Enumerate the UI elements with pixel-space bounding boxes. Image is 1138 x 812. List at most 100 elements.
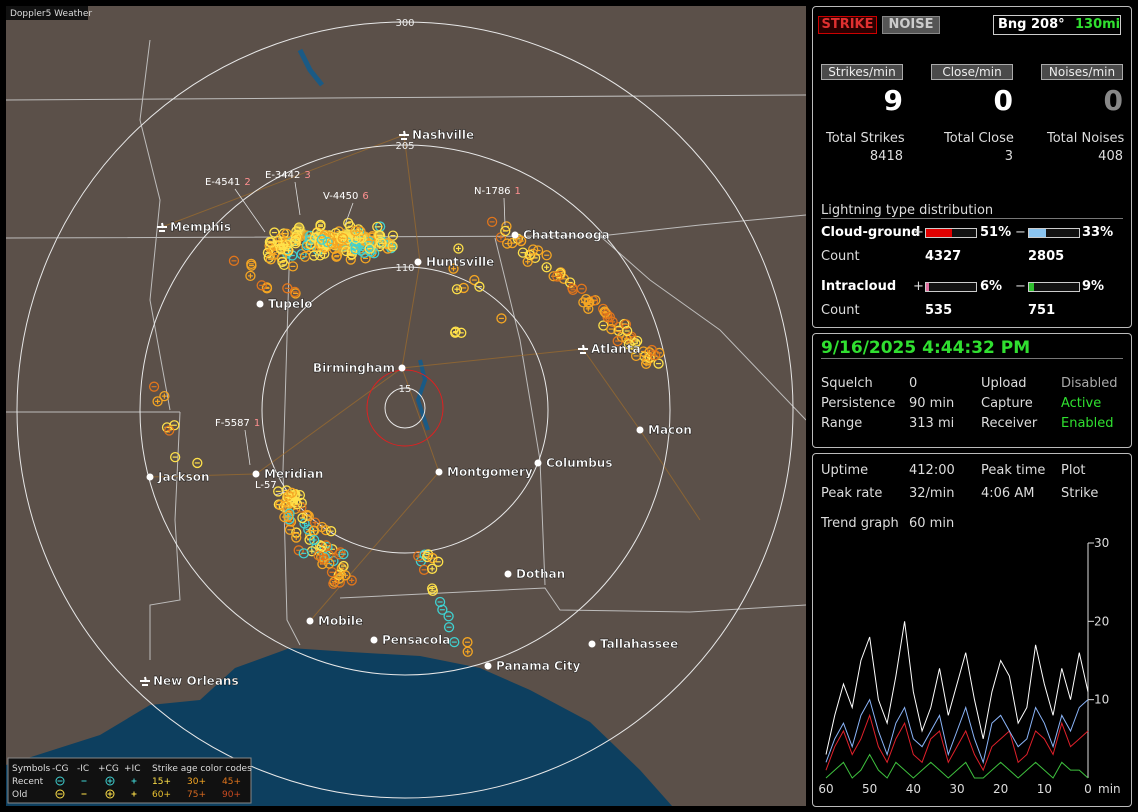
strike-circle xyxy=(630,350,642,362)
strike-circle xyxy=(148,381,160,392)
strike-circle xyxy=(599,306,610,317)
app-title: Doppler5 Weather xyxy=(10,9,92,19)
city-dot xyxy=(435,468,443,476)
city-label: Macon xyxy=(648,423,692,437)
legend-age: 30+ xyxy=(187,777,206,787)
strike-symbol xyxy=(228,255,240,266)
strike-button[interactable]: STRIKE xyxy=(818,16,877,34)
city-label: Pensacola xyxy=(382,633,450,647)
storm-id: E-3442 xyxy=(265,170,300,181)
strike-symbol xyxy=(291,226,302,237)
strike-circle xyxy=(427,563,438,574)
distance: 130mi xyxy=(1075,17,1121,32)
status-field: 0 xyxy=(909,376,918,391)
strike-symbol xyxy=(159,391,170,402)
strike-symbol xyxy=(291,532,302,543)
strike-symbol xyxy=(283,511,294,522)
strike-symbol xyxy=(164,425,175,436)
city-dot xyxy=(306,617,314,625)
strike-symbol xyxy=(496,313,507,324)
type-name: Cloud-ground xyxy=(821,225,921,240)
type-count: 2805 xyxy=(1028,249,1065,264)
strike-symbol xyxy=(458,282,469,294)
y-tick-label: 30 xyxy=(1094,536,1109,550)
strike-circle xyxy=(287,261,299,272)
stat-field: 32/min xyxy=(909,486,955,501)
status-field: Persistence xyxy=(821,396,896,411)
strike-circle xyxy=(646,344,658,356)
stats-panel xyxy=(812,6,1132,328)
strike-circle xyxy=(245,270,256,282)
total-value: 408 xyxy=(1098,149,1123,164)
rate-value: 0 xyxy=(993,84,1013,117)
strike-circle xyxy=(256,280,267,291)
stat-field: Uptime xyxy=(821,463,869,478)
strike-symbol xyxy=(350,244,361,255)
storm-label: N-1786 1 xyxy=(474,186,521,197)
x-tick-label: 40 xyxy=(906,782,921,796)
strike-circle xyxy=(453,243,464,254)
city-label: Nashville xyxy=(412,128,474,142)
strike-symbol xyxy=(277,256,288,268)
status-panel xyxy=(812,333,1132,448)
strike-circle xyxy=(192,457,203,469)
legend-symbol xyxy=(55,776,65,786)
trend-label: Trend graph xyxy=(821,516,899,531)
y-tick-label: 20 xyxy=(1094,614,1109,628)
strike-symbol xyxy=(152,396,163,407)
strike-circle xyxy=(340,570,351,581)
strike-circle xyxy=(261,283,273,294)
plus-sign: + xyxy=(913,279,924,294)
rate-label: Strikes/min xyxy=(821,64,903,80)
city-label: Mobile xyxy=(318,614,363,628)
strike-symbol xyxy=(449,636,460,648)
total-label: Total Noises xyxy=(1047,131,1125,146)
legend-age: 75+ xyxy=(187,790,206,800)
strike-symbol xyxy=(449,327,461,338)
x-tick-label: 30 xyxy=(949,782,964,796)
strike-circle xyxy=(284,524,296,535)
city-label: New Orleans xyxy=(153,674,239,688)
strike-circle xyxy=(630,338,641,349)
strike-circle xyxy=(350,244,361,255)
strike-circle xyxy=(620,319,632,330)
noise-button[interactable]: NOISE xyxy=(882,16,940,34)
strike-circle xyxy=(434,596,446,608)
strike-symbol xyxy=(283,245,294,256)
strike-circle xyxy=(316,541,327,552)
pct-fill xyxy=(926,283,929,291)
title-box xyxy=(6,6,88,20)
strike-symbol xyxy=(451,284,463,295)
distribution-title: Lightning type distribution xyxy=(821,203,1123,219)
bearing-box xyxy=(993,15,1121,35)
strike-circle xyxy=(316,551,327,563)
strike-symbol xyxy=(515,235,527,247)
strike-circle xyxy=(364,243,375,254)
strike-symbol xyxy=(528,244,539,255)
strike-circle xyxy=(640,358,652,369)
city-dot xyxy=(414,258,422,266)
strike-circle xyxy=(451,284,463,295)
status-field: Range xyxy=(821,416,863,431)
count-label: Count xyxy=(821,249,860,264)
strike-circle xyxy=(427,585,438,596)
strike-symbol xyxy=(474,281,485,292)
strike-circle xyxy=(443,611,454,622)
strike-symbol xyxy=(576,283,587,294)
strike-circle xyxy=(335,547,346,558)
stat-field: Strike xyxy=(1061,486,1099,501)
trend-line xyxy=(825,753,1089,779)
strike-symbol xyxy=(324,558,335,569)
strike-symbol xyxy=(653,358,664,369)
city-label: Dothan xyxy=(516,567,565,581)
pct-fill xyxy=(926,229,952,237)
strike-symbol xyxy=(541,262,552,273)
strike-circle xyxy=(584,297,595,308)
pct-fill xyxy=(1029,283,1034,291)
strike-circle xyxy=(283,245,294,256)
strike-circle xyxy=(524,249,535,260)
strike-symbol xyxy=(245,270,256,282)
strike-symbol xyxy=(331,250,343,261)
ring-label: 205 xyxy=(395,141,414,152)
strike-circle xyxy=(286,487,297,498)
